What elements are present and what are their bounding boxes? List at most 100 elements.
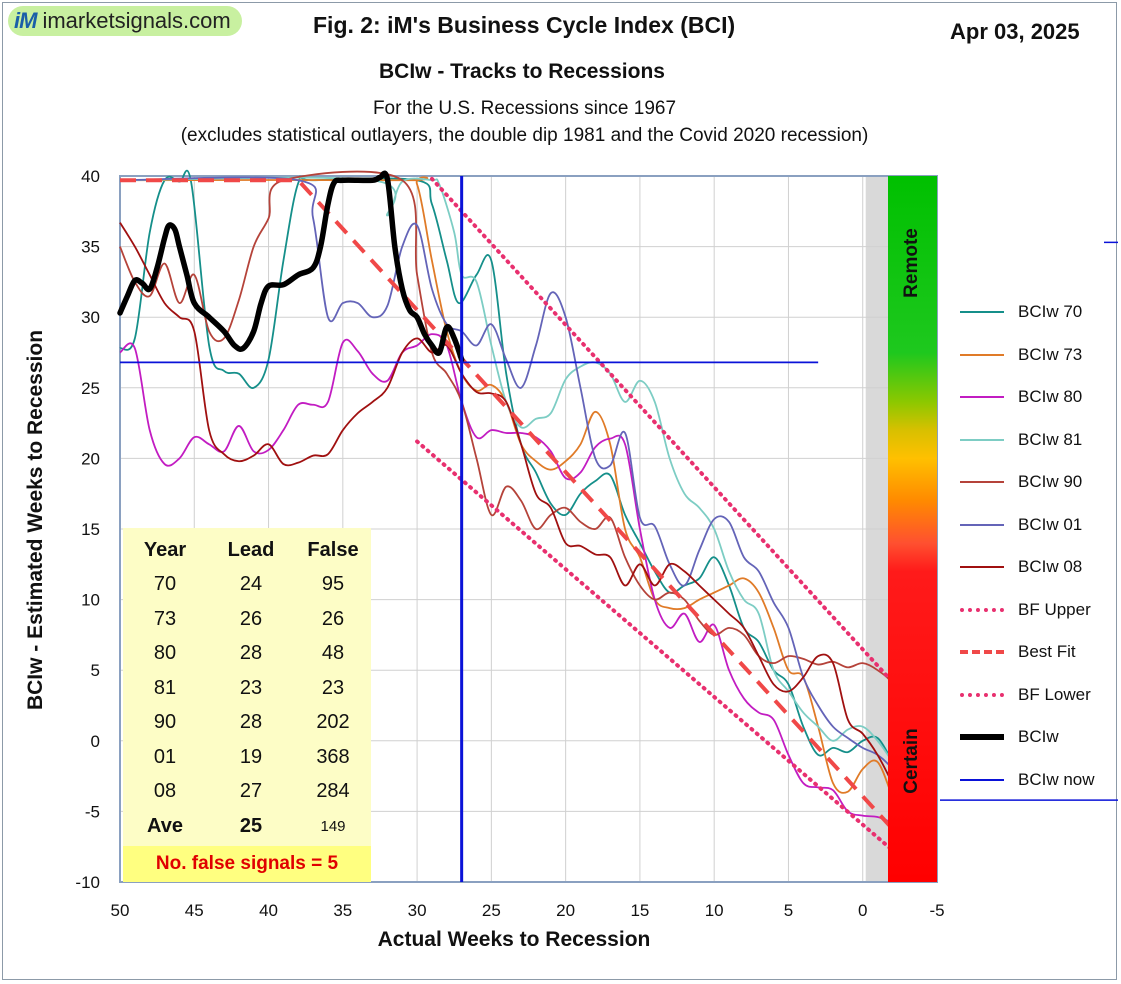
legend-item: BCIw 70	[960, 297, 1082, 327]
legend-label: BCIw 80	[1018, 387, 1083, 406]
table-cell-false: 23	[321, 676, 345, 699]
table-cell-lead: 23	[239, 676, 263, 699]
x-tick-label: -5	[929, 901, 944, 920]
gauge-label-certain: Certain	[901, 728, 922, 794]
y-tick-label: 35	[81, 238, 100, 257]
legend-item: BCIw 73	[960, 340, 1082, 370]
x-tick-label: 10	[705, 901, 724, 920]
table-header-year: Year	[143, 538, 187, 561]
y-tick-label: 40	[81, 167, 100, 186]
x-tick-label: 15	[630, 901, 649, 920]
table-cell-year: 90	[153, 711, 177, 734]
legend-swatch	[960, 311, 1004, 313]
legend-swatch	[960, 523, 1004, 526]
chart-description-line2: (excludes statistical outlayers, the dou…	[180, 125, 869, 146]
series-line-bf-lower	[415, 439, 902, 859]
legend-swatch	[960, 396, 1004, 398]
x-tick-label: 20	[556, 901, 575, 920]
table-cell-lead: 28	[239, 642, 263, 665]
series-line-bciw-70	[119, 169, 901, 777]
y-tick-label: 30	[81, 308, 100, 327]
table-row: 73 26 26	[123, 602, 371, 637]
legend-item: BCIw 08	[960, 552, 1082, 582]
legend-item: Best Fit	[960, 637, 1076, 667]
table-cell-false: 284	[316, 780, 350, 803]
series-line-bciw-80	[119, 333, 901, 827]
table-average-row: Ave 25 149	[123, 809, 371, 844]
table-cell-false: 95	[321, 573, 345, 596]
table-header-row: Year Lead False	[123, 533, 371, 568]
table-cell-lead: 19	[239, 745, 263, 768]
y-tick-label: 5	[91, 661, 100, 680]
table-row: 81 23 23	[123, 671, 371, 706]
legend-swatch	[960, 692, 1004, 697]
series-line-best-fit	[120, 178, 902, 839]
table-cell-lead: 27	[239, 780, 263, 803]
table-row: 90 28 202	[123, 706, 371, 741]
table-row: 01 19 368	[123, 740, 371, 775]
table-cell-lead: 24	[239, 573, 263, 596]
series-line-bciw-01	[119, 176, 901, 784]
legend-item: BF Upper	[960, 595, 1091, 625]
x-tick-label: 30	[408, 901, 427, 920]
false-signals-note: No. false signals = 5	[123, 846, 371, 882]
table-header-false: False	[307, 538, 359, 561]
table-cell-year: 08	[153, 780, 177, 803]
chart-description-line1: For the U.S. Recessions since 1967	[372, 98, 677, 119]
x-tick-label: 50	[111, 901, 130, 920]
x-tick-label: 0	[858, 901, 867, 920]
legend-label: BF Upper	[1018, 599, 1091, 619]
legend-label: BCIw now	[1018, 769, 1095, 789]
table-cell-false: 48	[321, 642, 345, 665]
legend-swatch	[960, 778, 1004, 781]
legend-label: Best Fit	[1018, 642, 1076, 661]
site-logo: iM imarketsignals.com	[8, 6, 242, 36]
series-line-bf-upper	[429, 176, 902, 692]
y-tick-label: -5	[85, 802, 100, 821]
table-ave-false: 149	[320, 817, 346, 835]
chart-subtitle: BCIw - Tracks to Recessions	[379, 60, 665, 83]
legend-item: BCIw now	[960, 765, 1095, 795]
table-cell-year: 01	[153, 745, 177, 768]
table-row: 08 27 284	[123, 775, 371, 810]
lead-table-background	[123, 528, 371, 882]
x-axis-label: Actual Weeks to Recession	[377, 928, 651, 951]
series-line-bciw-08	[119, 222, 901, 798]
series-line-bciw	[117, 170, 465, 363]
y-axis-label: BCIw - Estimated Weeks to Recession	[24, 329, 47, 711]
table-cell-false: 368	[316, 745, 350, 768]
legend-swatch	[960, 734, 1004, 740]
legend-swatch	[960, 650, 1004, 654]
y-tick-label: 20	[81, 449, 100, 468]
table-cell-false: 202	[316, 711, 350, 734]
legend-label: BF Lower	[1018, 684, 1091, 704]
legend-item: BCIw 80	[960, 382, 1082, 412]
table-cell-false: 26	[321, 607, 345, 630]
table-cell-year: 73	[153, 607, 177, 630]
gauge-label-remote: Remote	[901, 228, 922, 298]
legend-swatch	[960, 353, 1004, 356]
legend-item: BF Lower	[960, 680, 1091, 710]
legend-label: BCIw 90	[1018, 472, 1083, 491]
table-cell-year: 81	[153, 676, 177, 699]
series-line-bciw-81	[119, 176, 901, 777]
logo-mark: iM	[14, 8, 37, 33]
x-tick-label: 40	[259, 901, 278, 920]
x-tick-label: 45	[185, 901, 204, 920]
table-row: 80 28 48	[123, 637, 371, 672]
table-row: 70 24 95	[123, 568, 371, 603]
table-cell-lead: 28	[239, 711, 263, 734]
chart-title: Fig. 2: iM's Business Cycle Index (BCI)	[313, 12, 736, 38]
legend-label: BCIw 73	[1018, 344, 1083, 364]
table-cell-year: 70	[153, 573, 177, 596]
lead-table: Year Lead False 70 24 95 73 26 26 80 28 …	[123, 533, 371, 844]
legend-label: BCIw	[1018, 727, 1059, 746]
y-tick-label: 10	[81, 591, 100, 610]
logo-text: imarketsignals.com	[42, 8, 231, 33]
x-tick-label: 35	[333, 901, 352, 920]
x-tick-label: 25	[482, 901, 501, 920]
legend-swatch	[960, 566, 1004, 568]
y-tick-label: 25	[81, 379, 100, 398]
